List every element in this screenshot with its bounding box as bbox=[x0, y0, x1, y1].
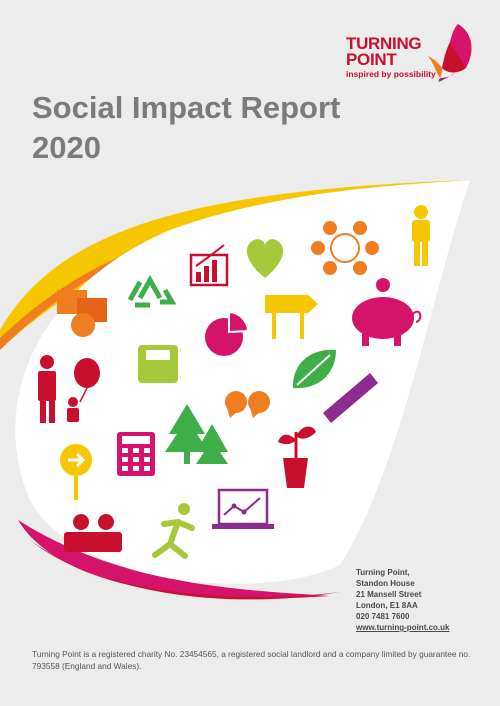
plant-pot-icon bbox=[278, 426, 316, 488]
charity-footer: Turning Point is a registered charity No… bbox=[32, 649, 471, 671]
address-line: Turning Point, bbox=[356, 568, 410, 577]
scales-icon bbox=[138, 345, 178, 383]
address-phone: 020 7481 7600 bbox=[356, 612, 410, 621]
address-line: 21 Mansell Street bbox=[356, 590, 422, 599]
turning-point-logo: TURNING POINT inspired by possibility bbox=[346, 22, 478, 92]
person-icon bbox=[412, 205, 430, 266]
magenta-swoosh bbox=[18, 520, 330, 599]
flame-logo-icon bbox=[428, 24, 472, 82]
logo-line1: TURNING bbox=[346, 34, 422, 53]
speech-bubbles-icon bbox=[57, 290, 107, 337]
address-line: London, E1 8AA bbox=[356, 601, 418, 610]
logo-tagline: inspired by possibility bbox=[346, 69, 436, 79]
heart-icon bbox=[246, 239, 284, 278]
address-line: Standon House bbox=[356, 579, 415, 588]
impact-illustration bbox=[0, 180, 470, 600]
trees-icon bbox=[165, 404, 228, 464]
runner-icon bbox=[152, 503, 195, 559]
contact-address: Turning Point, Standon House 21 Mansell … bbox=[356, 567, 449, 633]
page-title: Social Impact Report 2020 bbox=[32, 88, 340, 168]
family-balloon-icon bbox=[38, 355, 100, 423]
leaf-icon bbox=[292, 349, 336, 389]
white-teardrop bbox=[15, 180, 470, 584]
title-line2: 2020 bbox=[32, 130, 101, 165]
couple-icon bbox=[64, 514, 122, 552]
website-link[interactable]: www.turning-point.co.uk bbox=[356, 623, 450, 632]
arrow-sign-icon bbox=[60, 444, 92, 500]
laptop-icon bbox=[212, 488, 274, 529]
title-line1: Social Impact Report bbox=[32, 90, 341, 125]
logo-text: TURNING POINT inspired by possibility bbox=[346, 34, 436, 79]
recycle-icon bbox=[127, 274, 177, 308]
calculator-icon bbox=[117, 432, 155, 476]
pie-chart-icon bbox=[205, 310, 250, 356]
network-people-icon bbox=[311, 221, 379, 275]
ruler-icon bbox=[323, 373, 378, 423]
bar-chart-icon bbox=[189, 244, 229, 287]
piggy-bank-icon bbox=[352, 278, 422, 346]
signpost-icon bbox=[265, 295, 318, 339]
quote-icon bbox=[225, 391, 270, 418]
logo-line2: POINT bbox=[346, 50, 397, 69]
